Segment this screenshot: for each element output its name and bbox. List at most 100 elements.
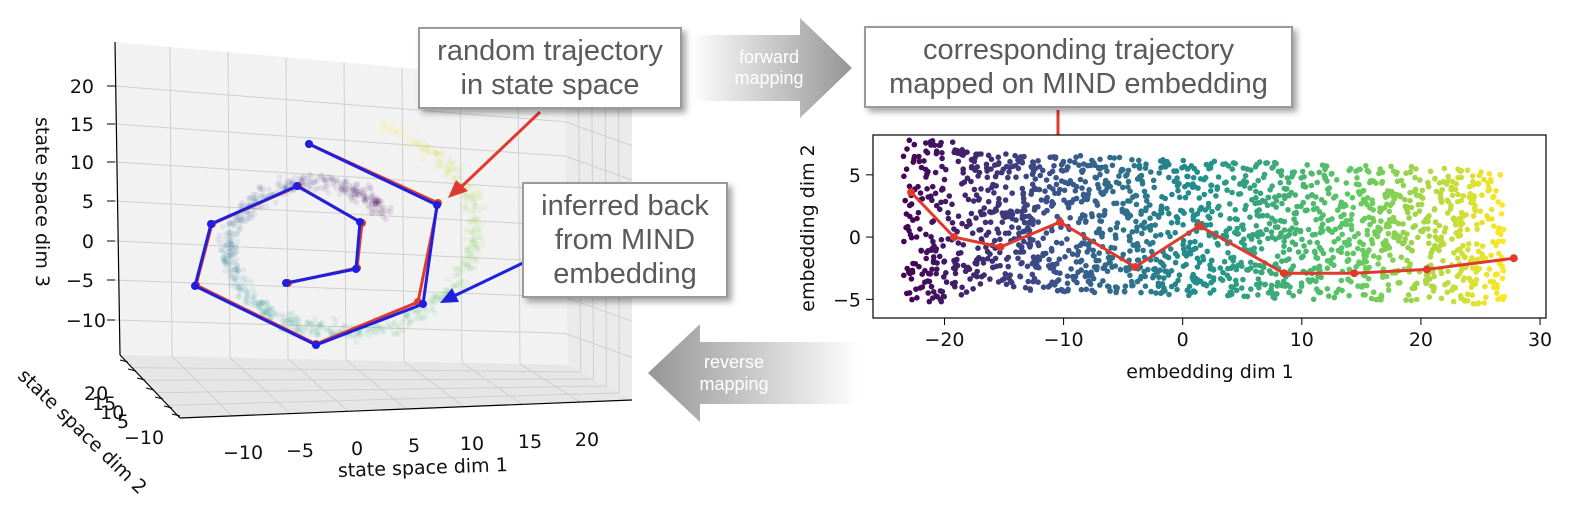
- embedding-point: [1044, 207, 1050, 214]
- grid-line: [564, 296, 633, 322]
- cloud-point: [431, 293, 438, 300]
- cloud-point: [465, 261, 471, 268]
- cloud-point: [349, 182, 356, 189]
- embedding-point: [924, 186, 930, 192]
- cloud-point: [249, 286, 256, 293]
- cloud-point: [414, 129, 421, 136]
- cloud-point: [432, 149, 439, 156]
- embedding-point: [923, 249, 930, 256]
- embedding-point: [1009, 190, 1015, 196]
- embedding-point: [1458, 209, 1465, 216]
- cloud-point: [310, 179, 316, 186]
- embedding-point: [1133, 218, 1139, 225]
- cloud-point: [232, 276, 239, 283]
- cloud-point: [348, 195, 355, 202]
- embedding-point: [1204, 248, 1211, 255]
- embedding-point: [1232, 216, 1239, 222]
- embedding-point: [1253, 268, 1259, 275]
- embedding-point: [1360, 247, 1366, 254]
- embedding-point: [1107, 226, 1114, 233]
- embedding-point: [1481, 300, 1487, 306]
- embedding-point: [1431, 206, 1438, 212]
- cloud-point: [420, 306, 427, 313]
- embedding-point: [1460, 193, 1467, 199]
- embedding-point: [1244, 166, 1250, 172]
- embedding-point: [1460, 242, 1466, 249]
- cloud-point: [369, 194, 376, 201]
- cloud-point: [295, 319, 302, 326]
- cloud-point: [380, 213, 387, 220]
- cloud-point: [419, 156, 426, 163]
- cloud-point: [476, 233, 483, 240]
- cloud-point: [333, 317, 340, 324]
- cloud-point: [448, 168, 455, 175]
- embedding-point: [964, 149, 970, 155]
- embedding-point: [1144, 238, 1150, 245]
- z-tick-label: 0: [82, 231, 94, 253]
- cloud-point: [443, 286, 450, 293]
- cloud-point: [472, 203, 479, 210]
- cloud-point: [314, 178, 321, 184]
- embedding-point: [1395, 220, 1402, 227]
- cloud-point: [432, 162, 439, 169]
- embedding-point: [930, 218, 937, 224]
- embedding-point: [1117, 266, 1124, 273]
- embedding-point: [1104, 185, 1111, 191]
- embedding-point: [1313, 216, 1319, 223]
- embedding-point: [1085, 273, 1092, 279]
- cloud-point: [330, 176, 337, 183]
- cloud-point: [228, 237, 235, 243]
- embedding-point: [1079, 185, 1085, 191]
- embedding-point: [937, 206, 943, 213]
- trajectory-point: [1131, 263, 1140, 271]
- cloud-point: [369, 326, 376, 333]
- embedding-point: [1269, 165, 1275, 171]
- embedding-point: [1111, 155, 1117, 161]
- embedding-point: [1232, 207, 1239, 213]
- embedding-point: [1019, 185, 1026, 192]
- cloud-point: [362, 199, 369, 205]
- embedding-point: [1466, 194, 1472, 200]
- embedding-point: [1491, 223, 1497, 229]
- cloud-point: [455, 271, 462, 278]
- embedding-point: [1188, 163, 1195, 169]
- cloud-point: [230, 247, 237, 254]
- cloud-point: [294, 314, 301, 321]
- embedding-point: [1203, 282, 1210, 289]
- embedding-point: [1464, 167, 1471, 174]
- embedding-point: [1364, 201, 1370, 208]
- cloud-point: [283, 183, 290, 190]
- cloud-point: [227, 266, 233, 273]
- cloud-point: [420, 147, 427, 153]
- embedding-point: [1400, 229, 1407, 236]
- embedding-point: [1049, 279, 1055, 286]
- cloud-point: [234, 238, 241, 245]
- embedding-point: [1069, 251, 1076, 257]
- embedding-point: [934, 293, 941, 300]
- embedding-point: [1375, 261, 1381, 267]
- cloud-point: [475, 229, 481, 236]
- cloud-point: [222, 230, 229, 237]
- embedding-point: [1129, 229, 1136, 235]
- cloud-point: [225, 233, 232, 240]
- cloud-point: [336, 191, 343, 198]
- embedding-point: [1143, 205, 1149, 211]
- grid-line: [155, 385, 607, 394]
- embedding-point: [1050, 186, 1056, 192]
- cloud-point: [279, 184, 286, 191]
- cloud-point: [437, 158, 444, 165]
- embedding-point: [1158, 290, 1164, 297]
- embedding-point: [1339, 231, 1345, 238]
- cloud-point: [228, 268, 235, 275]
- cloud-point: [232, 245, 239, 252]
- cloud-point: [316, 323, 323, 330]
- cloud-point: [235, 293, 242, 299]
- embedding-point: [1109, 264, 1115, 270]
- embedding-point: [1064, 280, 1071, 287]
- embedding-point: [1141, 188, 1148, 195]
- embedding-point: [981, 205, 987, 211]
- cloud-point: [234, 284, 241, 291]
- grid-line: [285, 57, 289, 359]
- cloud-point: [308, 320, 315, 327]
- embedding-point: [1104, 283, 1111, 290]
